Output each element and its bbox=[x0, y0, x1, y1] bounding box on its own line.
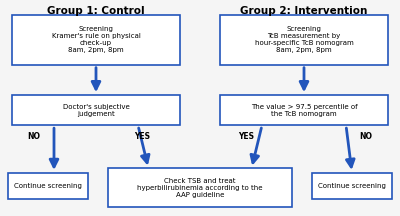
FancyBboxPatch shape bbox=[312, 173, 392, 199]
FancyBboxPatch shape bbox=[12, 15, 180, 65]
Text: Group 2: Intervention: Group 2: Intervention bbox=[240, 6, 368, 16]
Text: The value > 97.5 percentile of
the TcB nomogram: The value > 97.5 percentile of the TcB n… bbox=[251, 104, 357, 117]
Text: Screening
Kramer's rule on physical
check-up
8am, 2pm, 8pm: Screening Kramer's rule on physical chec… bbox=[52, 27, 140, 54]
Text: Continue screening: Continue screening bbox=[318, 183, 386, 189]
Text: Doctor's subjective
judgement: Doctor's subjective judgement bbox=[63, 104, 129, 117]
FancyBboxPatch shape bbox=[108, 168, 292, 207]
FancyBboxPatch shape bbox=[12, 95, 180, 125]
Text: Check TSB and treat
hyperbilirubinemia according to the
AAP guideline: Check TSB and treat hyperbilirubinemia a… bbox=[137, 178, 263, 198]
Text: YES: YES bbox=[134, 132, 150, 141]
Text: Screening
TcB measurement by
hour-specific TcB nomogram
8am, 2pm, 8pm: Screening TcB measurement by hour-specif… bbox=[255, 27, 353, 54]
Text: YES: YES bbox=[238, 132, 254, 141]
Text: NO: NO bbox=[360, 132, 372, 141]
Text: NO: NO bbox=[28, 132, 40, 141]
FancyBboxPatch shape bbox=[220, 15, 388, 65]
FancyBboxPatch shape bbox=[8, 173, 88, 199]
FancyBboxPatch shape bbox=[220, 95, 388, 125]
Text: Continue screening: Continue screening bbox=[14, 183, 82, 189]
Text: Group 1: Control: Group 1: Control bbox=[47, 6, 145, 16]
